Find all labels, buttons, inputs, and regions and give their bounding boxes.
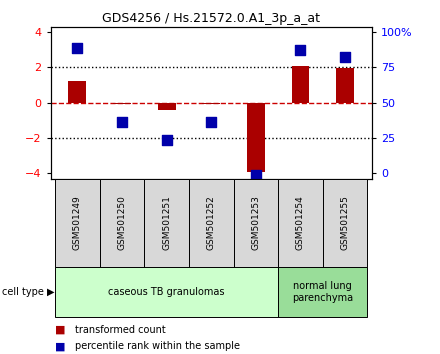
Bar — [69, 81, 86, 103]
Bar — [100, 179, 144, 267]
Text: caseous TB granulomas: caseous TB granulomas — [108, 287, 225, 297]
Point — [208, 119, 215, 125]
Text: normal lung
parenchyma: normal lung parenchyma — [292, 281, 353, 303]
Text: GSM501249: GSM501249 — [73, 196, 82, 250]
Bar — [144, 179, 189, 267]
Text: GSM501254: GSM501254 — [296, 196, 305, 250]
Text: ■: ■ — [55, 341, 66, 351]
Text: GSM501255: GSM501255 — [341, 195, 349, 251]
Text: transformed count: transformed count — [75, 325, 165, 335]
Bar — [291, 67, 309, 103]
Bar — [278, 267, 367, 317]
Bar — [247, 103, 265, 172]
Text: ■: ■ — [55, 325, 66, 335]
Bar — [336, 68, 354, 103]
Title: GDS4256 / Hs.21572.0.A1_3p_a_at: GDS4256 / Hs.21572.0.A1_3p_a_at — [102, 12, 320, 25]
Text: cell type ▶: cell type ▶ — [2, 287, 55, 297]
Text: percentile rank within the sample: percentile rank within the sample — [75, 341, 240, 351]
Bar — [278, 179, 323, 267]
Point — [297, 47, 304, 52]
Bar — [189, 179, 234, 267]
Bar — [202, 103, 220, 104]
Bar — [323, 179, 367, 267]
Bar — [158, 103, 176, 110]
Bar — [55, 179, 100, 267]
Point — [163, 137, 170, 143]
Bar — [234, 179, 278, 267]
Text: GSM501250: GSM501250 — [117, 195, 126, 251]
Text: GSM501251: GSM501251 — [162, 195, 171, 251]
Point — [341, 54, 348, 59]
Text: GSM501253: GSM501253 — [251, 195, 260, 251]
Bar — [55, 267, 278, 317]
Point — [252, 172, 259, 178]
Text: GSM501252: GSM501252 — [207, 196, 216, 250]
Point — [118, 119, 125, 125]
Bar — [113, 103, 131, 104]
Point — [74, 45, 81, 51]
